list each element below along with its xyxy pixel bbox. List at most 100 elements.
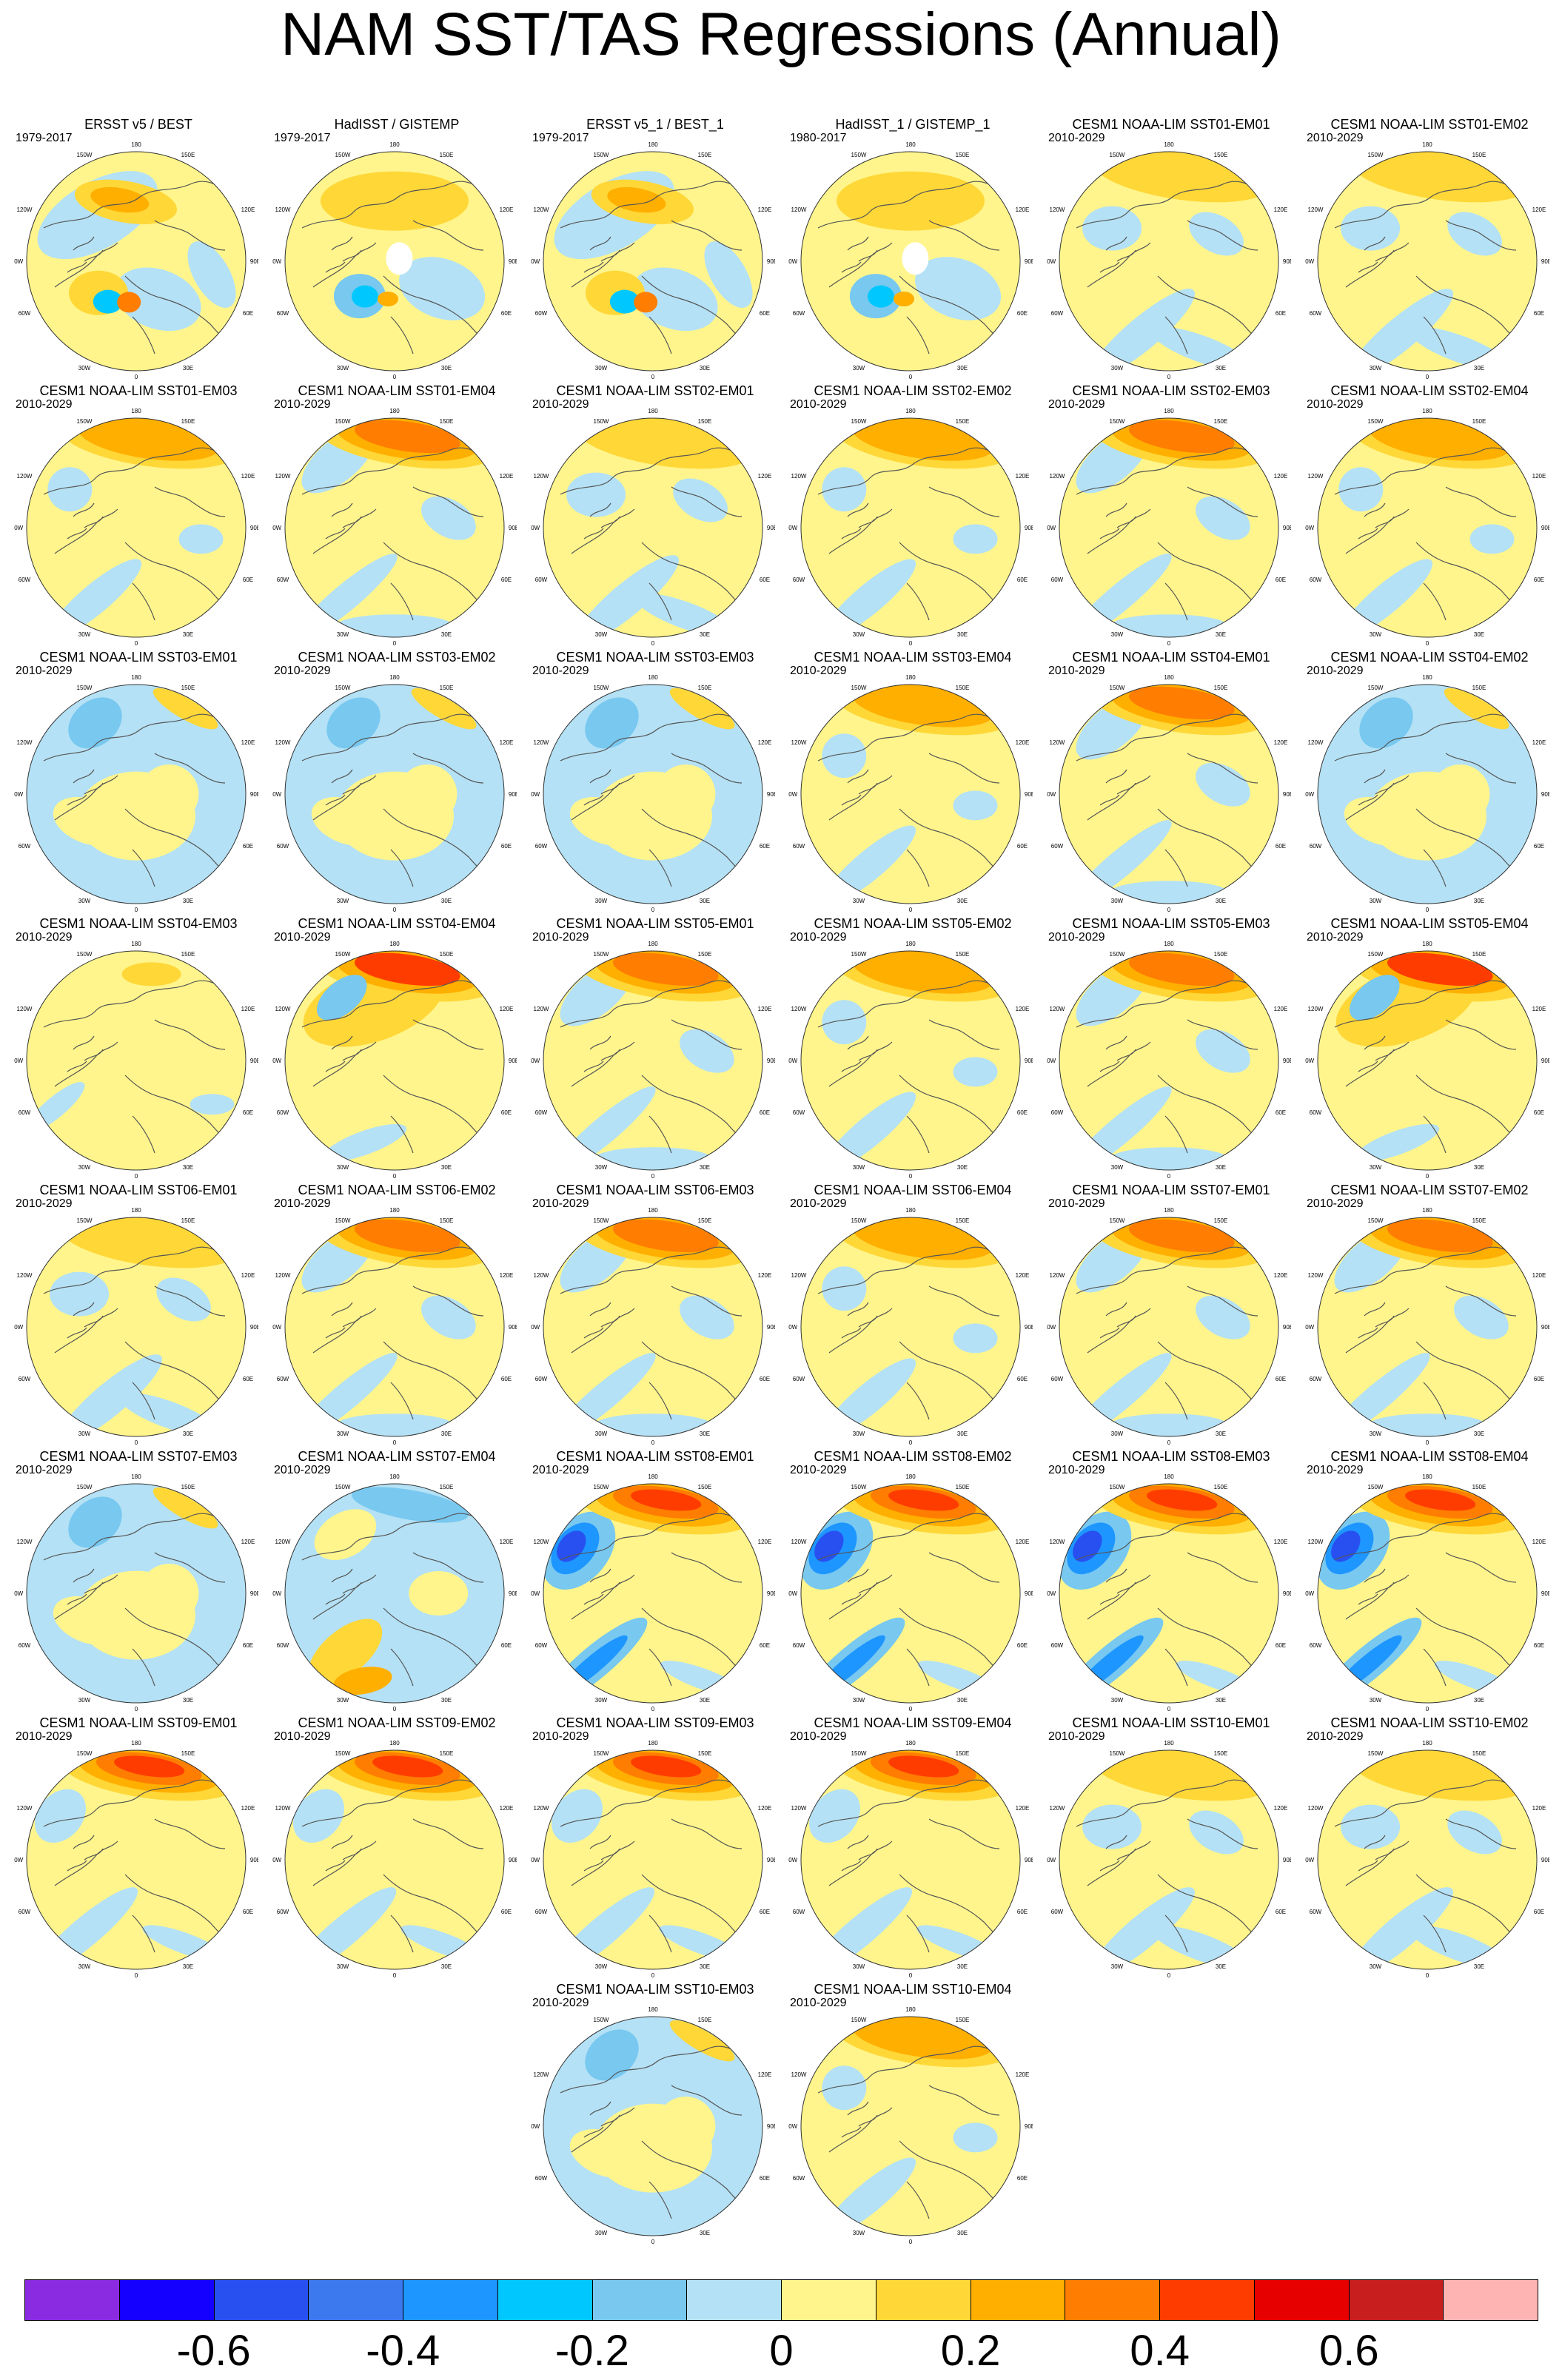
longitude-label: 180 xyxy=(389,141,400,148)
panel-period: 2010-2029 xyxy=(1307,1197,1364,1210)
longitude-label: 30W xyxy=(1111,631,1124,638)
longitude-label: 150W xyxy=(335,1750,351,1757)
longitude-label: 120E xyxy=(1274,1006,1288,1012)
longitude-label: 120W xyxy=(17,739,33,746)
panel-map: 180 0 150W 150E 120W 120E 90W 90E 60W 60E 30W 30E xyxy=(269,938,519,1186)
polar-map: 180 0 150W 150E 120W 120E 90W 90E 60W 60E 30W 30E xyxy=(1302,141,1552,380)
longitude-label: 150E xyxy=(440,1217,454,1224)
panel-period: 2010-2029 xyxy=(790,1464,847,1476)
longitude-label: 60E xyxy=(501,1909,512,1915)
longitude-label: 150E xyxy=(956,951,970,958)
polar-map: 180 0 150W 150E 120W 120E 90W 90E 60W 60E 30W 30E xyxy=(269,408,519,647)
longitude-label: 60W xyxy=(793,1909,805,1915)
longitude-label: 30W xyxy=(1370,1164,1382,1171)
longitude-label: 120E xyxy=(1532,1539,1546,1545)
longitude-label: 60W xyxy=(793,2175,805,2182)
longitude-label: 150E xyxy=(1472,1484,1486,1490)
map-panel: ERSST v5_1 / BEST_1 1979-2017 180 0 150W 150E… xyxy=(526,117,784,380)
polar-map: 180 0 150W 150E 120W 120E 90W 90E 60W 60E 30W 30E xyxy=(1044,1740,1293,1979)
colorbar-box xyxy=(214,2280,309,2320)
polar-map: 180 0 150W 150E 120W 120E 90W 90E 60W 60E 30W 30E xyxy=(1302,408,1552,647)
longitude-label: 150E xyxy=(698,1484,712,1490)
longitude-label: 60W xyxy=(277,1376,289,1382)
map-panel: CESM1 NOAA-LIM SST04-EM04 2010-2029 180 0 15… xyxy=(268,916,526,1180)
longitude-label: 150E xyxy=(1214,685,1228,691)
panel-title: CESM1 NOAA-LIM SST04-EM03 xyxy=(39,916,238,931)
longitude-label: 30W xyxy=(1370,898,1382,904)
longitude-label: 30W xyxy=(1370,1697,1382,1704)
longitude-label: 0 xyxy=(651,640,655,647)
longitude-label: 60E xyxy=(1534,1109,1544,1116)
longitude-label: 90W xyxy=(1305,525,1315,531)
map-panel: HadISST / GISTEMP 1979-2017 180 0 150W 150E 12… xyxy=(268,117,526,380)
panel-map: 180 0 150W 150E 120W 120E 90W 90E 60W 60E 30W 30E xyxy=(528,938,777,1186)
longitude-label: 90E xyxy=(1025,1590,1033,1597)
polar-map: 180 0 150W 150E 120W 120E 90W 90E 60W 60E 30W 30E xyxy=(1044,141,1293,380)
panel-map: 180 0 150W 150E 120W 120E 90W 90E 60W 60E 30W 30E xyxy=(269,406,519,653)
polar-map: 180 0 150W 150E 120W 120E 90W 90E 60W 60E 30W 30E xyxy=(11,408,261,647)
map-panel: CESM1 NOAA-LIM SST01-EM04 2010-2029 180 0 15… xyxy=(268,383,526,647)
longitude-label: 90E xyxy=(1541,1857,1549,1863)
panel-map: 180 0 150W 150E 120W 120E 90W 90E 60W 60E 30W 30E xyxy=(785,406,1035,653)
panel-title: CESM1 NOAA-LIM SST08-EM01 xyxy=(556,1449,754,1464)
longitude-label: 60W xyxy=(793,310,805,317)
longitude-label: 90E xyxy=(1283,525,1291,531)
longitude-label: 180 xyxy=(1422,408,1432,414)
panel-period: 2010-2029 xyxy=(790,931,847,944)
polar-map: 180 0 150W 150E 120W 120E 90W 90E 60W 60E 30W 30E xyxy=(11,1473,261,1712)
longitude-label: 120E xyxy=(1274,1272,1288,1279)
longitude-label: 60E xyxy=(243,1642,253,1649)
panel-title: CESM1 NOAA-LIM SST07-EM01 xyxy=(1072,1183,1270,1197)
longitude-label: 180 xyxy=(905,141,916,148)
longitude-label: 30E xyxy=(1216,1164,1226,1171)
longitude-label: 30E xyxy=(1474,1431,1484,1437)
longitude-label: 60W xyxy=(1051,310,1064,317)
longitude-label: 30W xyxy=(1111,1431,1124,1437)
regression-field xyxy=(1059,152,1278,371)
map-panel: HadISST_1 / GISTEMP_1 1980-2017 180 0 150W 15… xyxy=(784,117,1042,380)
longitude-label: 120E xyxy=(500,1272,514,1279)
panel-period: 2010-2029 xyxy=(274,398,331,411)
regression-field xyxy=(1318,685,1537,904)
panel-map: 180 0 150W 150E 120W 120E 90W 90E 60W 60E 30W 30E xyxy=(269,1471,519,1719)
longitude-label: 120W xyxy=(791,1272,807,1279)
longitude-label: 30E xyxy=(441,1697,452,1704)
panel-map: 180 0 150W 150E 120W 120E 90W 90E 60W 60E 30W 30E xyxy=(1302,938,1552,1186)
longitude-label: 30W xyxy=(595,2230,608,2236)
longitude-label: 30E xyxy=(441,898,452,904)
longitude-label: 60W xyxy=(1051,1376,1064,1382)
longitude-label: 150E xyxy=(1472,1217,1486,1224)
longitude-label: 30W xyxy=(853,1164,865,1171)
longitude-label: 120W xyxy=(1050,1539,1065,1545)
longitude-label: 90E xyxy=(509,1590,517,1597)
longitude-label: 0 xyxy=(135,1972,138,1979)
longitude-label: 60W xyxy=(793,843,805,850)
longitude-label: 90E xyxy=(767,1324,775,1331)
longitude-label: 150E xyxy=(698,685,712,691)
longitude-label: 120E xyxy=(1016,206,1030,213)
longitude-label: 150E xyxy=(440,1750,454,1757)
panel-period: 2010-2029 xyxy=(790,1730,847,1743)
colorbar-box xyxy=(592,2280,688,2320)
panel-period: 2010-2029 xyxy=(790,1197,847,1210)
longitude-label: 150E xyxy=(698,1217,712,1224)
longitude-label: 150E xyxy=(956,1217,970,1224)
longitude-label: 120W xyxy=(534,1006,549,1012)
panel-period: 2010-2029 xyxy=(16,1730,73,1743)
longitude-label: 90W xyxy=(531,1857,540,1863)
longitude-label: 150E xyxy=(1472,951,1486,958)
panel-map: 180 0 150W 150E 120W 120E 90W 90E 60W 60E 30W 30E xyxy=(528,672,777,920)
longitude-label: 120W xyxy=(1050,473,1065,480)
longitude-label: 120W xyxy=(534,1272,549,1279)
longitude-label: 90E xyxy=(509,791,517,798)
longitude-label: 90W xyxy=(1047,1857,1056,1863)
longitude-label: 30W xyxy=(337,898,349,904)
longitude-label: 30W xyxy=(337,1431,349,1437)
longitude-label: 150E xyxy=(698,951,712,958)
longitude-label: 180 xyxy=(131,1740,141,1747)
coastlines xyxy=(1334,980,1524,1154)
longitude-label: 90E xyxy=(1283,1857,1291,1863)
regression-field xyxy=(27,418,246,637)
longitude-label: 150E xyxy=(956,1750,970,1757)
longitude-label: 30E xyxy=(1216,1697,1226,1704)
